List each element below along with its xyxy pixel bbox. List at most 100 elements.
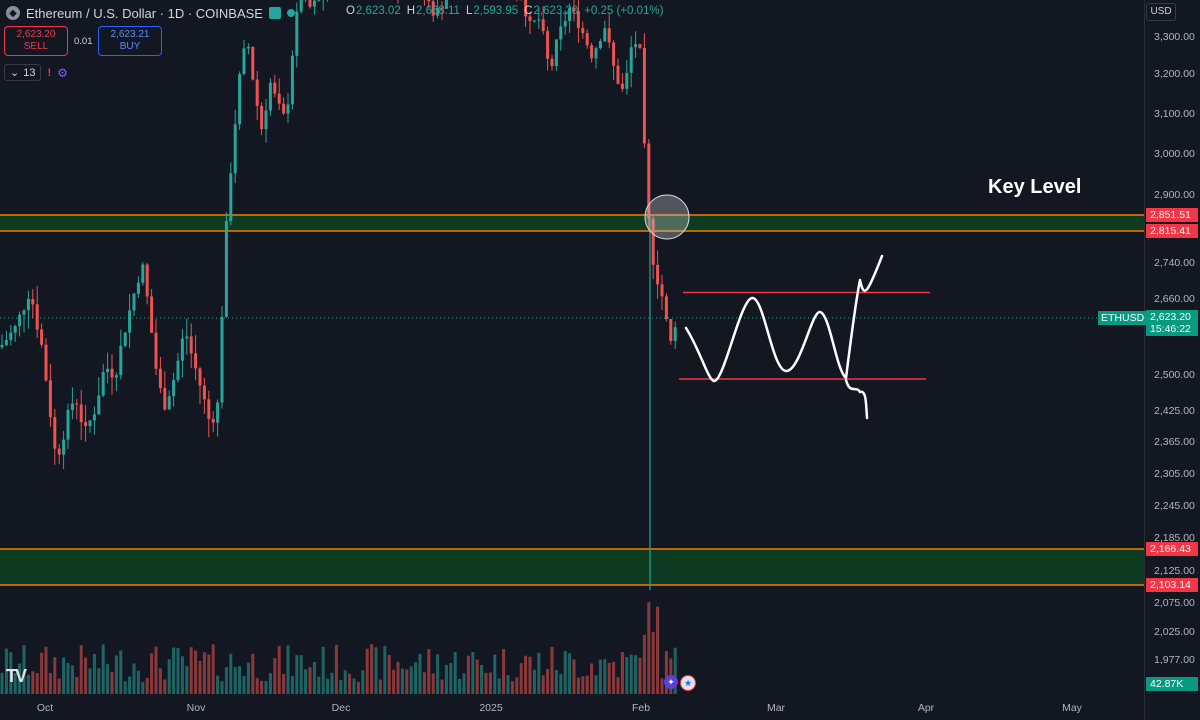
volume-bar bbox=[563, 651, 567, 694]
candle-body bbox=[277, 93, 281, 104]
y-tick-label: 2,025.00 bbox=[1154, 626, 1195, 638]
candle-body bbox=[88, 420, 92, 427]
volume-bar bbox=[211, 644, 215, 694]
candle-body bbox=[537, 19, 541, 21]
candle-body bbox=[312, 0, 316, 7]
candle-body bbox=[246, 46, 250, 49]
candle-body bbox=[180, 338, 184, 361]
candle-body bbox=[216, 402, 220, 423]
candle-body bbox=[22, 310, 26, 315]
volume-bar bbox=[317, 676, 321, 694]
rocket-icon[interactable]: ✦ bbox=[664, 675, 678, 689]
volume-bar bbox=[488, 672, 492, 694]
candle-body bbox=[158, 368, 162, 389]
alert-icon[interactable]: ! bbox=[47, 66, 52, 79]
volume-bar bbox=[612, 661, 616, 694]
y-tick-label: 2,660.00 bbox=[1154, 293, 1195, 305]
indicators-toggle[interactable]: ⌄ 13 bbox=[4, 64, 42, 81]
candle-body bbox=[145, 264, 149, 297]
volume-bar bbox=[202, 652, 206, 694]
symbol-header[interactable]: ◆ Ethereum / U.S. Dollar · 1D · COINBASE bbox=[6, 4, 295, 22]
candle-body bbox=[299, 0, 303, 12]
volume-bar bbox=[101, 644, 105, 694]
candle-body bbox=[581, 28, 585, 34]
volume-bar bbox=[532, 669, 536, 694]
chevron-down-icon: ⌄ bbox=[10, 67, 20, 79]
symbol-title[interactable]: Ethereum / U.S. Dollar · 1D · COINBASE bbox=[26, 5, 263, 21]
currency-button[interactable]: USD bbox=[1146, 3, 1176, 21]
volume-bar bbox=[321, 646, 325, 694]
y-tick-label: 2,245.00 bbox=[1154, 500, 1195, 512]
volume-bar bbox=[400, 668, 404, 694]
key-level-label[interactable]: Key Level bbox=[988, 176, 1082, 198]
volume-bar bbox=[339, 680, 343, 694]
us-flag-icon[interactable]: ★ bbox=[680, 675, 696, 691]
candle-body bbox=[590, 45, 594, 59]
volume-bar bbox=[48, 673, 52, 694]
key-level-highlight bbox=[644, 194, 690, 240]
candle-body bbox=[163, 388, 167, 410]
buy-button[interactable]: 2,623.21 BUY bbox=[98, 26, 162, 56]
trade-panel: 2,623.20 SELL 0.01 2,623.21 BUY bbox=[4, 26, 162, 56]
candle-body bbox=[317, 0, 321, 1]
volume-bar bbox=[348, 673, 352, 694]
y-tick-label: 2,425.00 bbox=[1154, 405, 1195, 417]
candle-body bbox=[238, 74, 242, 125]
y-tick-label: 2,900.00 bbox=[1154, 189, 1195, 201]
candle-body bbox=[532, 20, 536, 22]
market-status-icon[interactable] bbox=[268, 7, 281, 19]
candle-body bbox=[207, 399, 211, 419]
y-tick-label: 3,300.00 bbox=[1154, 31, 1195, 43]
volume-bar bbox=[656, 606, 660, 694]
lower-zone-bottom-tag: 2,103.14 bbox=[1146, 578, 1198, 592]
volume-bar bbox=[576, 677, 580, 694]
candle-body bbox=[176, 360, 180, 380]
volume-bar bbox=[132, 663, 136, 694]
candle-body bbox=[563, 20, 567, 27]
volume-bar bbox=[277, 646, 281, 694]
candle-body bbox=[18, 314, 22, 327]
candle-body bbox=[44, 344, 48, 381]
volume-bar bbox=[660, 678, 664, 694]
volume-bar bbox=[414, 662, 418, 694]
price-axis[interactable] bbox=[1144, 0, 1200, 720]
candle-body bbox=[264, 110, 268, 130]
volume-bar bbox=[75, 676, 79, 694]
volume-bar bbox=[330, 672, 334, 694]
volume-bar bbox=[396, 661, 400, 694]
volume-bar bbox=[546, 669, 550, 694]
volume-bar bbox=[290, 675, 294, 694]
volume-bar bbox=[629, 654, 633, 694]
candle-body bbox=[66, 410, 70, 440]
candle-body bbox=[554, 39, 558, 66]
ohlc-legend: O2,623.02 H2,668.11 L2,593.95 C2,623.20 … bbox=[346, 5, 664, 17]
candle-body bbox=[598, 41, 602, 49]
candle-body bbox=[436, 7, 440, 16]
volume-bar bbox=[383, 645, 387, 694]
volume-bar bbox=[13, 673, 17, 694]
volume-bar bbox=[273, 658, 277, 694]
candle-body bbox=[585, 33, 589, 46]
volume-bar bbox=[194, 650, 198, 694]
candle-body bbox=[282, 103, 286, 114]
candle-body bbox=[656, 264, 660, 285]
volume-bar bbox=[607, 662, 611, 694]
candle-body bbox=[625, 72, 629, 89]
volume-bar bbox=[167, 659, 171, 694]
volume-bar bbox=[268, 673, 272, 694]
volume-bar bbox=[255, 678, 259, 694]
candle-body bbox=[546, 31, 550, 59]
sell-button[interactable]: 2,623.20 SELL bbox=[4, 26, 68, 56]
candle-body bbox=[616, 65, 620, 84]
data-status-icon bbox=[286, 9, 295, 17]
volume-bar bbox=[334, 644, 338, 694]
candle-body bbox=[172, 379, 176, 397]
volume-bar bbox=[453, 652, 457, 694]
volume-bar bbox=[26, 674, 30, 694]
y-tick-label: 2,305.00 bbox=[1154, 468, 1195, 480]
settings-icon[interactable]: ⚙ bbox=[57, 65, 68, 80]
volume-bar bbox=[581, 676, 585, 694]
tradingview-logo[interactable]: TV bbox=[6, 666, 27, 686]
candle-body bbox=[550, 58, 554, 66]
